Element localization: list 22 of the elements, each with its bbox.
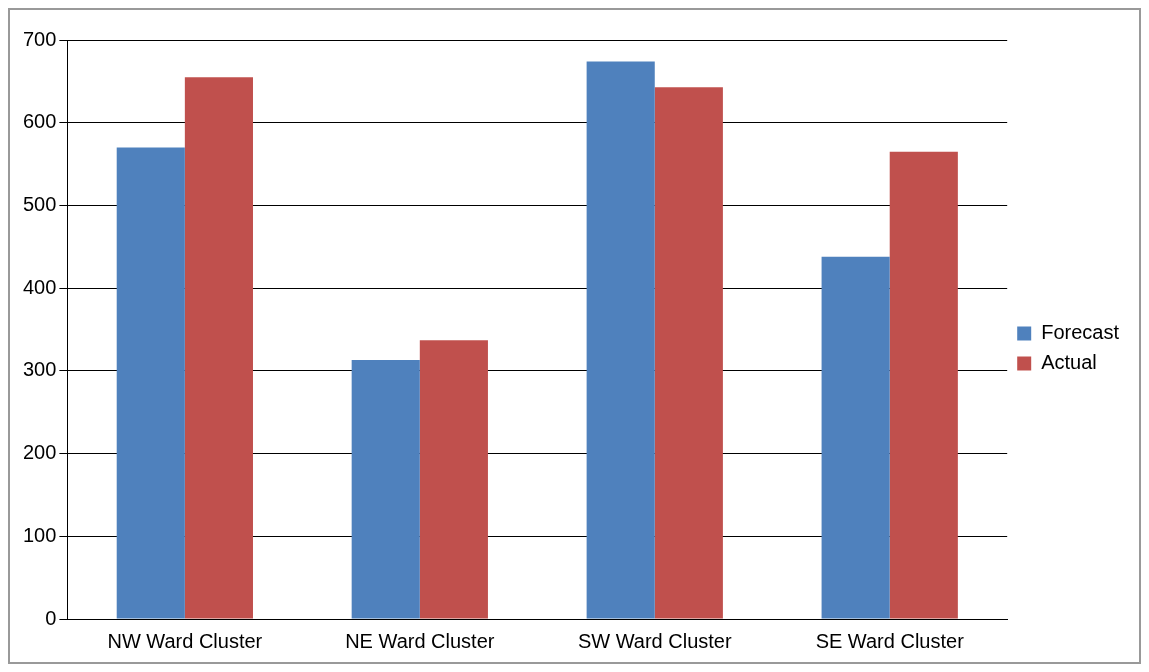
x-tick-label: NW Ward Cluster [107, 629, 263, 652]
bar [419, 340, 488, 619]
bar [184, 77, 253, 619]
bar [889, 151, 958, 619]
bar [351, 360, 420, 619]
y-tick-label: 300 [22, 358, 57, 381]
y-tick-label: 600 [22, 110, 57, 133]
y-tick-label: 100 [22, 523, 57, 546]
legend-label: Forecast [1041, 321, 1120, 344]
bar [586, 61, 655, 619]
y-tick-label: 0 [45, 606, 57, 629]
y-tick-label: 500 [22, 192, 57, 215]
bar [821, 256, 890, 619]
bar [654, 87, 723, 619]
legend-label: Actual [1041, 351, 1097, 374]
y-tick-label: 200 [22, 441, 57, 464]
bar [116, 147, 185, 619]
y-tick-label: 400 [22, 275, 57, 298]
y-tick-label: 700 [22, 27, 57, 50]
x-tick-label: SE Ward Cluster [815, 629, 965, 652]
x-tick-label: SW Ward Cluster [577, 629, 732, 652]
x-tick-label: NE Ward Cluster [345, 629, 495, 652]
